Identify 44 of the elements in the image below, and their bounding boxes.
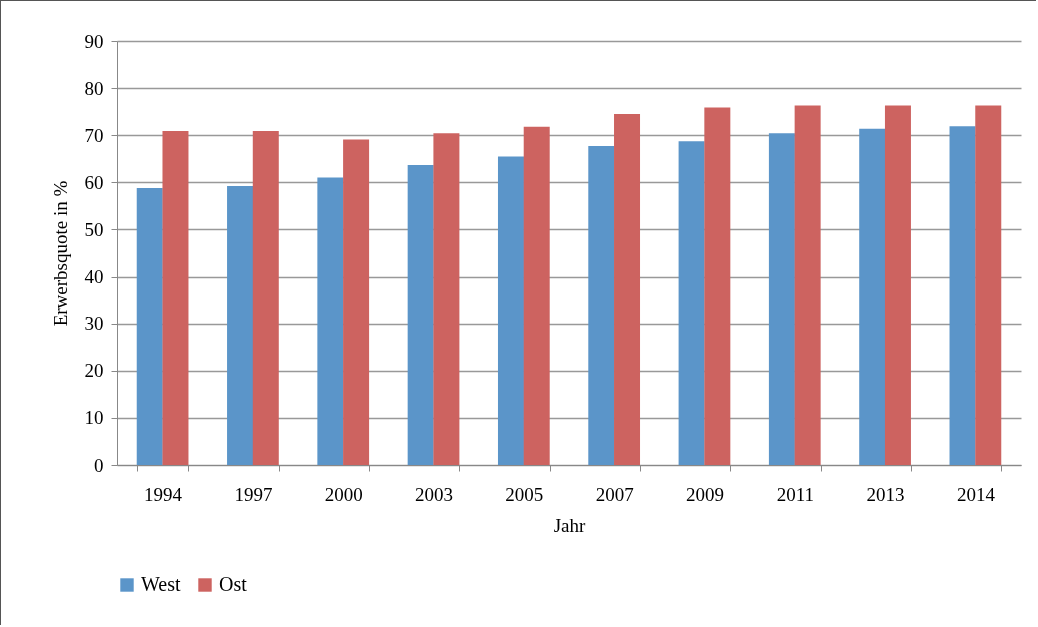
bar (252, 130, 279, 465)
y-axis-title: Erwerbsquote in % (49, 180, 71, 327)
x-tick-label: 1997 (234, 483, 273, 505)
x-tick-label: 2011 (776, 483, 814, 505)
x-tick-label: 2014 (956, 483, 996, 505)
bar (884, 105, 911, 465)
y-tick-label: 90 (84, 30, 104, 52)
bar (343, 139, 370, 465)
bar (136, 187, 163, 465)
y-tick-label: 50 (84, 218, 104, 240)
bar (407, 164, 434, 465)
bar (162, 130, 189, 465)
legend-label: Ost (219, 573, 248, 595)
x-tick-label: 2003 (415, 483, 454, 505)
y-tick-label: 0 (94, 454, 104, 476)
bar (794, 105, 821, 465)
y-tick-label: 20 (84, 360, 104, 382)
bar (768, 133, 795, 465)
y-tick-label: 40 (84, 266, 104, 288)
bar (433, 133, 460, 465)
x-tick-label: 2009 (685, 483, 724, 505)
x-tick-label: 2007 (595, 483, 634, 505)
y-tick-label: 70 (84, 124, 104, 146)
y-tick-label: 10 (84, 407, 104, 429)
bar (317, 177, 344, 465)
legend-label: West (141, 573, 181, 595)
x-tick-label: 2013 (866, 483, 905, 505)
bar (975, 105, 1002, 465)
bar (614, 114, 641, 465)
bar (227, 186, 254, 465)
bar (588, 146, 615, 465)
bar (704, 107, 731, 465)
bar (497, 156, 524, 465)
x-tick-label: 1994 (144, 483, 183, 505)
bar (523, 126, 550, 465)
y-tick-label: 60 (84, 171, 104, 193)
bar (949, 126, 976, 465)
y-tick-label: 80 (84, 77, 104, 99)
y-tick-label: 30 (84, 313, 104, 335)
x-tick-label: 2000 (324, 483, 363, 505)
x-tick-label: 2005 (505, 483, 544, 505)
x-axis-title: Jahr (553, 514, 586, 536)
bar (859, 128, 886, 465)
bar (678, 141, 705, 465)
